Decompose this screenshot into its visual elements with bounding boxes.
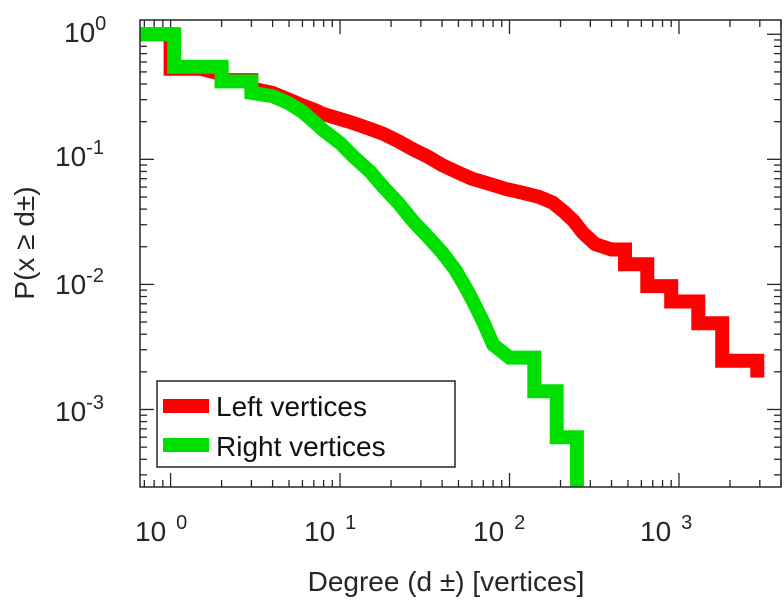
y-tick-label-1e0: 100 — [64, 13, 106, 48]
y-axis-title: P(x ≥ d±) — [9, 186, 40, 299]
major-ticks — [140, 20, 781, 487]
x-tick-label-1e0: 10 0 — [135, 512, 187, 547]
x-axis-title: Degree (d ±) [vertices] — [308, 566, 585, 597]
y-tick-label-1e-3: 10-3 — [55, 392, 104, 427]
legend: Left vertices Right vertices — [156, 380, 456, 468]
x-tick-label-1e3: 10 3 — [640, 512, 692, 547]
x-tick-label-1e1: 10 1 — [304, 512, 356, 547]
legend-label-left-vertices: Left vertices — [216, 391, 367, 422]
legend-box — [156, 380, 456, 468]
series-line-right-vertices — [140, 27, 584, 487]
y-tick-label-1e-2: 10-2 — [55, 265, 104, 300]
legend-label-right-vertices: Right vertices — [216, 431, 386, 462]
plot-area-frame — [139, 19, 782, 488]
x-tick-label-1e2: 10 2 — [473, 512, 525, 547]
y-tick-label-1e-1: 10-1 — [55, 137, 104, 172]
series-layer — [140, 27, 765, 487]
minor-ticks — [140, 20, 782, 487]
